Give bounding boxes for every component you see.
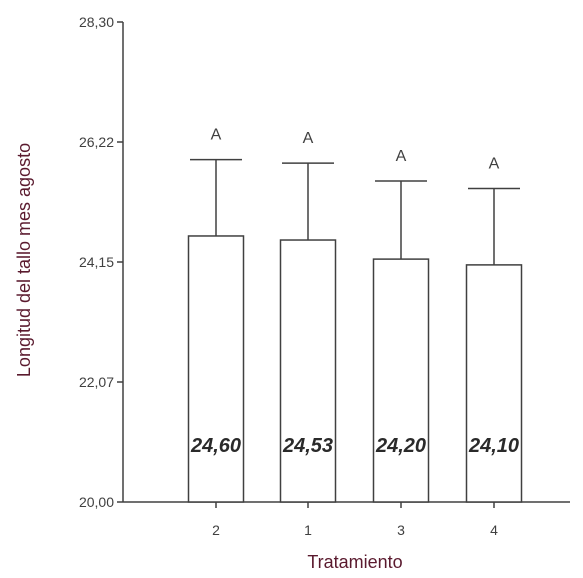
group-letter: A <box>489 156 500 173</box>
group-letter: A <box>211 127 222 144</box>
y-tick-label: 20,00 <box>79 494 114 510</box>
y-tick-label: 22,07 <box>79 374 114 390</box>
y-axis: 20,00 22,07 24,15 26,22 28,30 <box>79 14 124 510</box>
data-label: 24,10 <box>468 435 519 457</box>
data-label: 24,20 <box>375 435 426 457</box>
x-axis-title: Tratamiento <box>307 552 402 572</box>
bars: A 24,60 A 24,53 A 24,20 A 24,10 <box>187 127 523 503</box>
x-tick-label: 3 <box>397 522 405 538</box>
bar <box>465 264 523 503</box>
y-tick-label: 26,22 <box>79 134 114 150</box>
bar <box>279 239 337 503</box>
bar <box>372 258 430 503</box>
group-letter: A <box>303 130 314 147</box>
bar <box>187 235 245 503</box>
y-tick-label: 24,15 <box>79 254 114 270</box>
x-tick-label: 1 <box>304 522 312 538</box>
data-label: 24,60 <box>190 435 241 457</box>
x-tick-label: 2 <box>212 522 220 538</box>
x-axis: 2 1 3 4 <box>123 501 570 538</box>
y-tick-label: 28,30 <box>79 14 114 30</box>
x-tick-label: 4 <box>490 522 498 538</box>
data-label: 24,53 <box>282 435 333 457</box>
group-letter: A <box>396 148 407 165</box>
y-axis-title: Longitud del tallo mes agosto <box>14 143 34 377</box>
